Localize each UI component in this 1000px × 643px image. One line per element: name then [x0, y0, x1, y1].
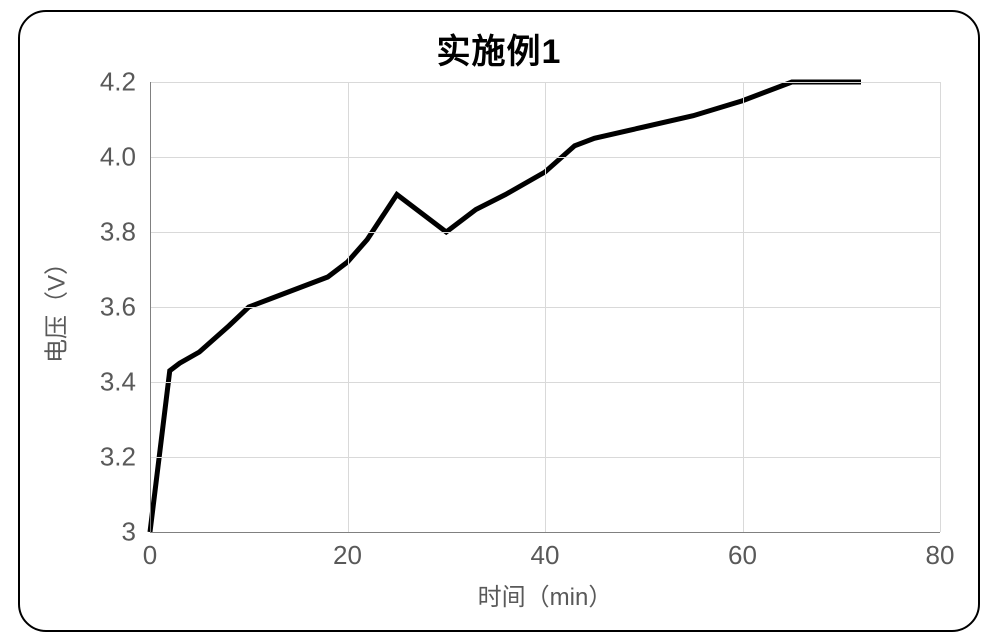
gridline-v [348, 82, 349, 532]
xtick-label: 0 [143, 540, 157, 571]
ytick-label: 3.2 [94, 442, 136, 473]
plot-area [150, 82, 940, 532]
gridline-v [940, 82, 941, 532]
ytick-label: 3.4 [94, 367, 136, 398]
ytick-label: 3 [94, 517, 136, 548]
ytick-label: 3.8 [94, 217, 136, 248]
chart-frame: 实施例1 电压（V） 时间（min） 3 3.2 3.4 3.6 3.8 4.0 4.2 0 2… [18, 10, 980, 632]
x-axis-label: 时间（min） [478, 577, 613, 612]
gridline-h [150, 532, 940, 533]
ytick-label: 4.2 [94, 67, 136, 98]
xtick-label: 60 [728, 540, 757, 571]
gridline-v [545, 82, 546, 532]
ytick-label: 4.0 [94, 142, 136, 173]
ytick-label: 3.6 [94, 292, 136, 323]
xtick-label: 80 [926, 540, 955, 571]
xtick-label: 40 [531, 540, 560, 571]
gridline-v [743, 82, 744, 532]
chart-title: 实施例1 [20, 24, 978, 73]
xtick-label: 20 [333, 540, 362, 571]
gridline-v [150, 82, 151, 532]
y-axis-label: 电压（V） [37, 251, 72, 363]
